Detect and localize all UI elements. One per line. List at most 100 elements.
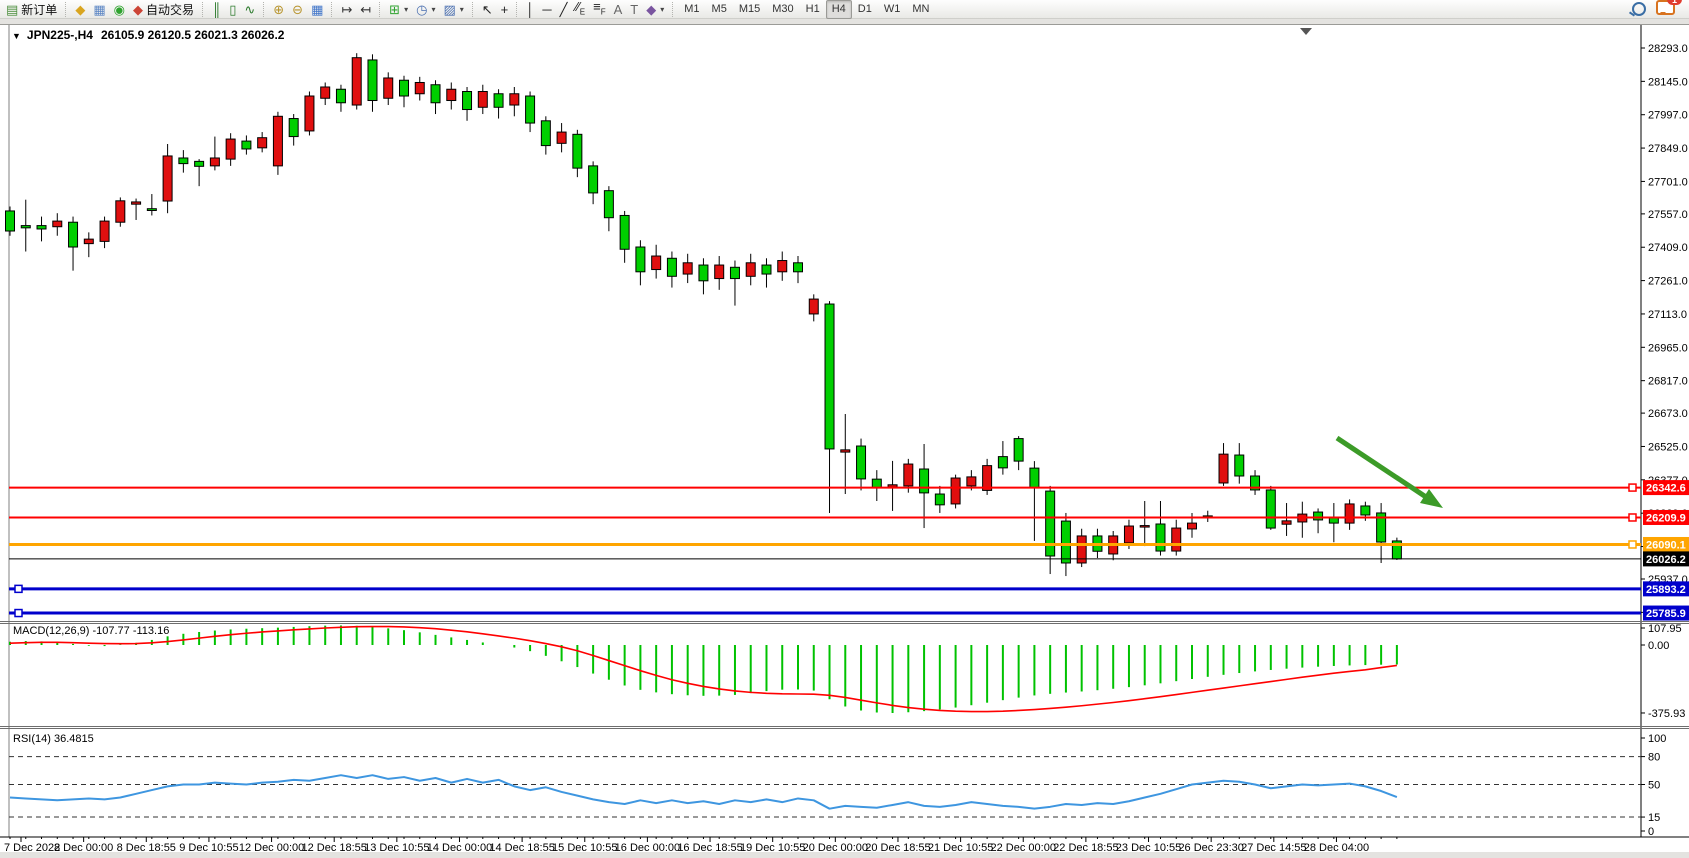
chart-shift-button[interactable]: ↤: [356, 0, 375, 19]
svg-text:9 Dec 10:55: 9 Dec 10:55: [179, 842, 238, 853]
candle: [682, 253, 693, 284]
horizontal-line-icon: ─: [542, 1, 552, 17]
fibonacci-icon: ≡F: [593, 0, 606, 17]
support-line-blue-2-handle[interactable]: [14, 608, 23, 618]
bar-chart-button[interactable]: ║: [208, 0, 225, 19]
svg-text:7 Dec 2022: 7 Dec 2022: [4, 842, 60, 853]
svg-text:16 Dec 00:00: 16 Dec 00:00: [615, 842, 680, 853]
svg-text:27997.0: 27997.0: [1648, 110, 1688, 122]
timeframe-w1-button[interactable]: W1: [883, 3, 901, 15]
svg-text:26209.9: 26209.9: [1646, 512, 1686, 524]
text-label-button[interactable]: T: [626, 0, 642, 19]
line-chart-button[interactable]: ∿: [240, 0, 259, 19]
svg-text:22 Dec 18:55: 22 Dec 18:55: [1053, 842, 1118, 853]
svg-text:27261.0: 27261.0: [1648, 276, 1688, 288]
resistance-line-2-handle[interactable]: [1628, 513, 1637, 522]
notifications-button[interactable]: 1: [1656, 0, 1682, 18]
templates-button[interactable]: ▨ ▾: [439, 0, 467, 19]
timeframe-h4-button[interactable]: H4: [825, 0, 852, 19]
candle: [793, 256, 803, 284]
chevron-down-icon[interactable]: ▾: [660, 4, 665, 14]
svg-text:0: 0: [1648, 826, 1654, 838]
candle: [430, 80, 441, 115]
price-tag: 25785.9: [1643, 605, 1689, 621]
candle: [115, 197, 126, 227]
trend-arrow-object[interactable]: [1335, 435, 1443, 508]
periods-button[interactable]: ◷ ▾: [412, 0, 439, 19]
vertical-line-button[interactable]: │: [522, 0, 538, 19]
chevron-down-icon[interactable]: ▾: [404, 4, 409, 14]
candle: [919, 443, 930, 529]
candle: [383, 72, 394, 106]
candle: [745, 253, 756, 286]
new-order-button[interactable]: ▤ 新订单: [2, 0, 61, 19]
candle: [209, 136, 220, 171]
chart-shift-icon: ↤: [360, 1, 372, 17]
auto-scroll-button[interactable]: ↦: [337, 0, 356, 19]
auto-trading-button[interactable]: ◆ 自动交易: [129, 0, 198, 19]
trendline-button[interactable]: ╱: [556, 0, 572, 19]
text-button[interactable]: A: [610, 0, 627, 19]
search-icon[interactable]: [1632, 2, 1646, 16]
timeframe-m15-button[interactable]: M15: [738, 3, 761, 15]
candle: [1013, 436, 1024, 471]
candle: [1265, 485, 1276, 530]
fibonacci-button[interactable]: ≡F: [589, 0, 609, 19]
rsi-panel: 100 80 50 15 0: [9, 733, 1666, 838]
chevron-down-icon[interactable]: ▾: [431, 4, 436, 14]
candlestick-chart-button[interactable]: ▯: [225, 0, 240, 19]
candle: [462, 86, 473, 121]
tile-windows-icon: ▦: [311, 1, 324, 17]
crosshair-button[interactable]: +: [497, 0, 513, 19]
crosshair-icon: +: [500, 1, 509, 17]
chart-dropdown-icon[interactable]: ▼: [12, 31, 21, 41]
timeframe-d1-button[interactable]: D1: [857, 3, 872, 15]
timeframe-m5-button[interactable]: M5: [711, 3, 727, 15]
chart-canvas[interactable]: 28293.0 28145.0 27997.0 27849.0 27701.0 27557…: [0, 25, 1689, 853]
chevron-down-icon[interactable]: ▾: [459, 4, 464, 14]
timeframe-h1-button[interactable]: H1: [805, 3, 820, 15]
zoom-in-button[interactable]: ⊕: [269, 0, 288, 19]
svg-text:13 Dec 10:55: 13 Dec 10:55: [364, 842, 429, 853]
candle: [52, 213, 63, 236]
equidistant-channel-button[interactable]: ∕∕E: [571, 0, 589, 19]
periods-icon: ◷: [416, 1, 428, 17]
charts-menu-button[interactable]: ◆: [71, 0, 89, 19]
line-chart-icon: ∿: [244, 1, 256, 17]
indicators-button[interactable]: ⊞ ▾: [385, 0, 412, 19]
cursor-button[interactable]: ↖: [478, 0, 497, 19]
indicators-icon: ⊞: [389, 1, 401, 17]
zoom-out-button[interactable]: ⊖: [288, 0, 307, 19]
toolbar-separator: [379, 1, 381, 17]
candle: [335, 84, 346, 112]
horizontal-line-button[interactable]: ─: [538, 0, 555, 19]
timeframe-m30-button[interactable]: M30: [772, 3, 794, 15]
chart-shift-marker[interactable]: [1300, 28, 1312, 35]
equidistant-channel-icon: ∕∕E: [575, 0, 586, 17]
profiles-button[interactable]: ▦: [89, 0, 109, 19]
svg-text:21 Dec 10:55: 21 Dec 10:55: [928, 842, 993, 853]
chart-window: ▼ JPN225-,H4 26105.9 26120.5 26021.3 26026…: [0, 24, 1689, 853]
timeframe-m1-button[interactable]: M1: [684, 3, 700, 15]
svg-text:27409.0: 27409.0: [1648, 242, 1688, 254]
toolbar-separator: [672, 1, 674, 17]
new-order-button-label: 新订单: [21, 2, 58, 17]
svg-text:12 Dec 00:00: 12 Dec 00:00: [239, 842, 304, 853]
resistance-line-1-handle[interactable]: [1628, 483, 1637, 492]
candle: [493, 89, 504, 119]
arrows-button[interactable]: ◆ ▾: [642, 0, 668, 19]
candle: [714, 256, 725, 290]
candle: [603, 186, 614, 232]
tile-windows-button[interactable]: ▦: [307, 0, 327, 19]
svg-text:27849.0: 27849.0: [1648, 143, 1688, 155]
support-line-orange-handle[interactable]: [1628, 540, 1637, 549]
candle: [525, 91, 536, 133]
auto-trading-icon: ◆: [132, 1, 143, 17]
support-line-blue-1-handle[interactable]: [14, 584, 23, 594]
candle: [225, 133, 236, 166]
timeframe-mn-button[interactable]: MN: [912, 3, 930, 15]
candle: [272, 111, 283, 175]
svg-text:25893.2: 25893.2: [1646, 584, 1686, 596]
signals-button[interactable]: ◉: [110, 0, 129, 19]
